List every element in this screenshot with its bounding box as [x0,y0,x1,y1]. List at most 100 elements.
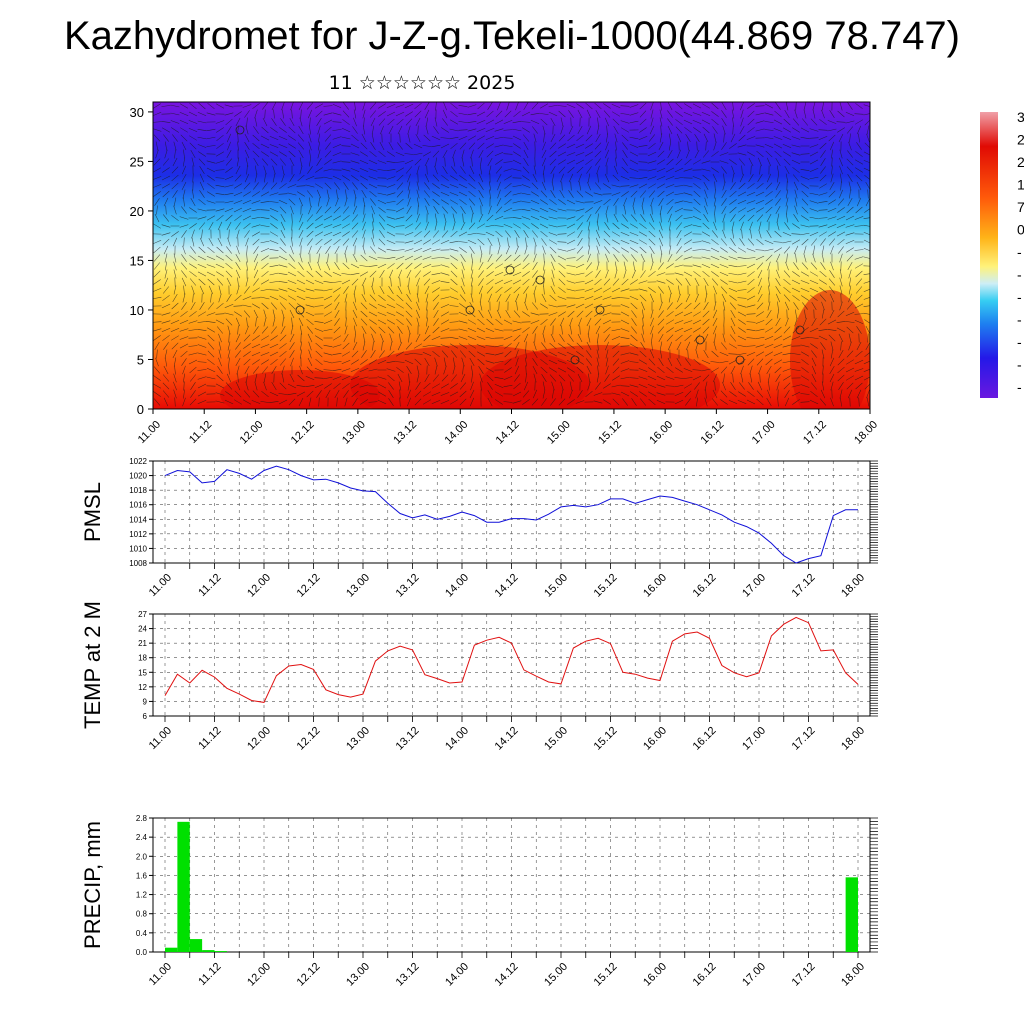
heatmap-ytick-label: 30 [130,105,144,120]
heatmap-xtick-label: 17.12 [801,419,829,447]
panel-xtick-label: 13.00 [344,961,372,989]
heatmap-warm-patch [480,345,720,409]
panel-xtick-label: 14.00 [443,572,471,600]
calm-wind-marker [505,265,515,275]
panel-right-ticks [870,613,878,717]
panel-xtick-label: 15.00 [542,572,570,600]
precip-bar [202,950,215,952]
panel-right-ticks [870,817,878,953]
calm-wind-marker [735,355,745,365]
panel-ytick-label: 1012 [129,530,147,539]
panel-xtick-label: 12.12 [295,725,323,753]
heatmap-xtick-label: 18.00 [852,419,880,447]
wind-vector-field [153,102,870,407]
panel-right-ticks [870,460,878,564]
panel-xtick-label: 11.00 [147,572,174,599]
colorbar-label: - [1017,267,1022,283]
panel-grid [153,613,870,717]
heatmap-xtick-label: 13.00 [340,419,368,447]
panel-ytick-label: 21 [138,639,147,648]
panel-xtick-label: 17.12 [790,572,818,600]
panel-bottom-ticks [164,716,859,722]
panel-xtick-label: 14.12 [493,725,521,753]
calm-wind-marker [295,305,305,315]
series-line [164,616,859,703]
panel-xtick-label: 17.12 [790,725,818,753]
panel-xtick-label: 12.00 [245,572,273,600]
colorbar-label: 3 [1017,109,1024,125]
precipitation-panel: 0.0 0.4 0.8 1.2 1.6 2.0 2.4 2.8 11.00 11.12 12.00 1… [80,814,878,989]
precip-bar [177,821,190,952]
panel-xtick-label: 14.12 [493,572,521,600]
series-line [164,465,858,564]
colorbar-label: 2 [1017,154,1024,170]
heatmap-xtick-label: 12.12 [289,419,317,447]
calm-wind-marker [235,125,245,135]
heatmap-xtick-label: 12.00 [238,419,266,447]
heatmap-warm-patch [790,290,870,409]
temperature-panel: 6 9 12 15 18 21 24 27 11.00 11.12 12.00 12.12 13.00 1… [80,601,878,753]
heatmap-xtick-label: 13.12 [391,419,419,447]
colorbar-label: - [1017,312,1022,328]
panel-xtick-label: 17.12 [790,961,818,989]
panel-xtick-label: 13.00 [344,725,372,753]
heatmap-xtick-label: 11.00 [136,419,163,446]
panel-xtick-label: 12.00 [245,725,273,753]
panel-ytick-label: 0.4 [136,929,148,938]
panel-ylabel: TEMP at 2 M [80,601,105,729]
heatmap-xtick-label: 11.12 [187,419,214,446]
colorbar-label: 1 [1017,177,1024,193]
panel-grid [153,460,870,564]
heatmap-ytick-label: 25 [130,154,144,169]
calm-wind-marker [570,355,580,365]
colorbar-label: - [1017,289,1022,305]
precip-bar [165,947,178,952]
heatmap-ytick-label: 20 [130,204,144,219]
panel-xtick-label: 12.12 [295,572,323,600]
calm-wind-marker [465,305,475,315]
panel-ytick-label: 9 [143,697,148,706]
panel-xtick-label: 16.12 [691,961,719,989]
panel-xtick-label: 16.00 [641,961,669,989]
panel-ytick-label: 1.2 [136,891,148,900]
panel-xtick-label: 15.00 [542,725,570,753]
heatmap-xtick-label: 14.00 [442,419,470,447]
heatmap-warm-patch [220,370,380,409]
calm-wind-marker [695,335,705,345]
panel-ytick-label: 1008 [129,559,147,568]
panel-xtick-label: 16.00 [641,725,669,753]
panel-ytick-label: 2.8 [136,814,148,823]
wind-temperature-panel: 0 5 10 15 20 25 30 11.00 11.12 12.00 12.12 13.00 13… [130,101,880,447]
panel-ytick-label: 0.8 [136,910,148,919]
panel-xtick-label: 17.00 [740,961,768,989]
panel-ylabel: PMSL [80,482,105,542]
panel-ytick-label: 1016 [129,501,147,510]
heatmap-xtick-label: 16.00 [647,419,675,447]
panel-ytick-label: 0.0 [136,948,148,957]
pmsl-panel: 1008 1010 1012 1014 1016 1018 1020 1022 11.00 11.… [80,457,878,600]
colorbar-label: - [1017,334,1022,350]
heatmap-ytick-label: 10 [130,303,144,318]
calm-wind-marker [535,275,545,285]
colorbar-label: 7 [1017,199,1024,215]
heatmap-ytick-label: 0 [137,402,144,417]
panel-xtick-label: 14.00 [443,961,471,989]
panel-xtick-label: 18.00 [839,572,867,600]
colorbar-label: - [1017,357,1022,373]
colorbar-label: 0 [1017,222,1024,238]
heatmap-ytick-label: 5 [137,352,144,367]
panel-ytick-label: 18 [138,654,147,663]
heatmap-xtick-label: 16.12 [699,419,727,447]
panel-bottom-ticks [164,952,859,958]
panel-frame [152,613,871,717]
panel-xtick-label: 17.00 [740,725,768,753]
precip-bar [189,939,203,952]
chart-subtitle: 11 ☆☆☆☆☆☆ 2025 [328,72,516,94]
panel-xtick-label: 11.00 [147,961,174,988]
panel-frame [152,460,871,564]
wind-barbs [153,102,870,407]
panel-ytick-label: 1018 [129,486,147,495]
colorbar-label: 2 [1017,132,1024,148]
colorbar: 3 2 2 1 7 0 - - - - - - - [980,109,1024,398]
panel-ytick-label: 12 [138,683,147,692]
